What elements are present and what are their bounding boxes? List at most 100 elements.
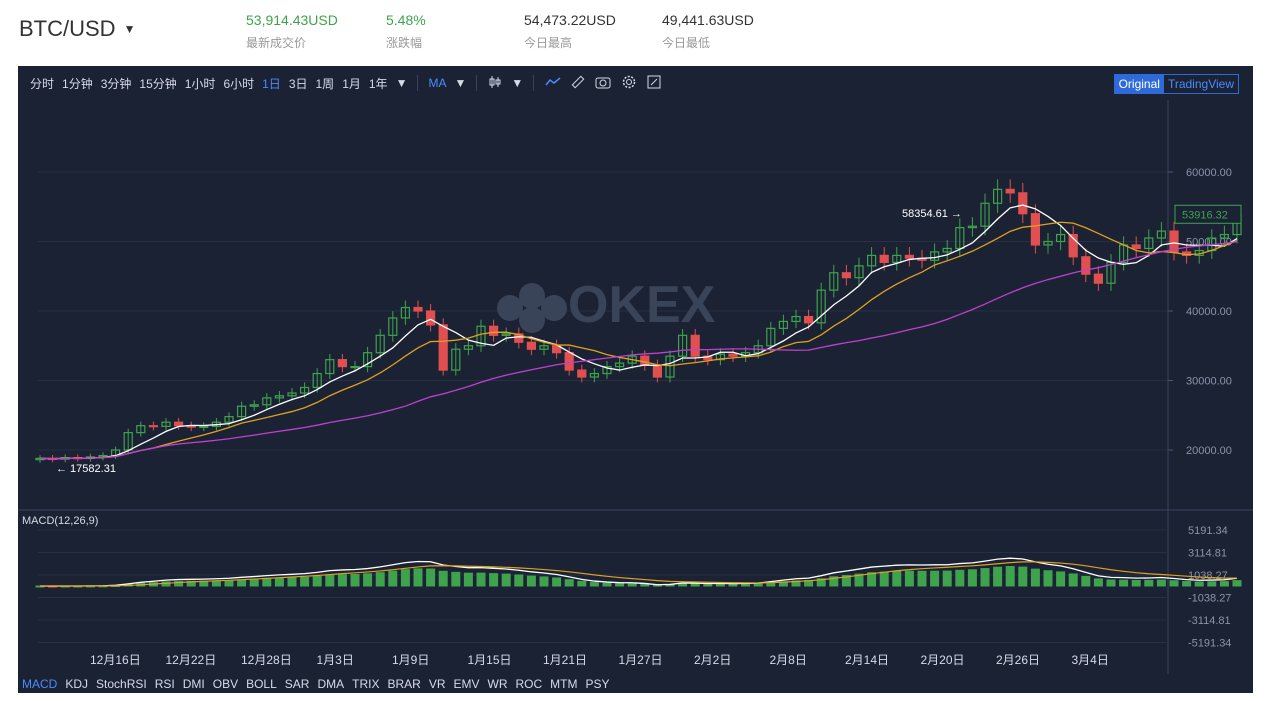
- indicator-kdj[interactable]: KDJ: [65, 676, 89, 691]
- view-original-button[interactable]: Original: [1114, 75, 1164, 93]
- macd-bar: [741, 583, 751, 587]
- candle-body: [791, 315, 801, 323]
- indicator-mtm[interactable]: MTM: [550, 676, 578, 691]
- candle-body: [451, 348, 461, 371]
- interval-5[interactable]: 6小时: [223, 76, 255, 91]
- camera-icon[interactable]: [595, 75, 611, 92]
- candle-body: [438, 324, 448, 371]
- interval-10[interactable]: 1年: [368, 76, 388, 91]
- settings-gear-icon[interactable]: [621, 74, 637, 93]
- change-stat: 5.48% 涨跌幅: [386, 12, 426, 51]
- macd-bar: [589, 582, 599, 587]
- pair-selector[interactable]: BTC/USD ▼: [19, 16, 135, 42]
- indicator-brar[interactable]: BRAR: [387, 676, 421, 691]
- indicator-macd[interactable]: MACD: [22, 676, 58, 691]
- indicator-emv[interactable]: EMV: [453, 676, 480, 691]
- interval-group: 分时 1分钟 3分钟 15分钟 1小时 6小时 1日 3日 1周 1月 1年: [26, 75, 392, 92]
- date-label-4: 1月9日: [392, 653, 429, 667]
- macd-bar: [413, 568, 423, 587]
- interval-3[interactable]: 15分钟: [139, 76, 177, 91]
- ma-indicator-button[interactable]: MA: [428, 76, 447, 90]
- interval-4[interactable]: 1小时: [184, 76, 216, 91]
- interval-0[interactable]: 分时: [30, 76, 55, 91]
- macd-bar: [942, 570, 952, 587]
- toolbar-divider: [533, 75, 535, 91]
- macd-bar: [174, 580, 184, 587]
- candle-body: [375, 334, 385, 354]
- price-chart[interactable]: 60000.0050000.0040000.0030000.0020000.00…: [18, 100, 1253, 674]
- fullscreen-icon[interactable]: [647, 75, 661, 92]
- line-tool-icon[interactable]: [545, 75, 561, 92]
- interval-2[interactable]: 3分钟: [100, 76, 132, 91]
- market-header: BTC/USD ▼ 53,914.43USD 最新成交价 5.48% 涨跌幅 5…: [0, 0, 1267, 62]
- interval-9[interactable]: 1月: [342, 76, 361, 91]
- candle-type-caret-icon[interactable]: ▼: [511, 76, 524, 90]
- macd-bar: [904, 570, 914, 587]
- candle-body: [677, 334, 688, 357]
- indicator-rsi[interactable]: RSI: [154, 676, 175, 691]
- candle-body: [426, 310, 436, 326]
- candle-body: [400, 306, 410, 319]
- macd-bar: [967, 569, 977, 587]
- candle-body: [715, 353, 726, 361]
- view-tradingview-button[interactable]: TradingView: [1167, 77, 1234, 91]
- indicator-dmi[interactable]: DMI: [182, 676, 205, 691]
- chart-toolbar: 分时 1分钟 3分钟 15分钟 1小时 6小时 1日 3日 1周 1月 1年 ▼ MA ▼ ▼ Or…: [18, 66, 1253, 100]
- candle-body: [1219, 233, 1230, 239]
- candle-body: [551, 345, 562, 354]
- indicator-obv[interactable]: OBV: [212, 676, 239, 691]
- change-label: 涨跌幅: [386, 36, 423, 50]
- interval-8[interactable]: 1周: [315, 76, 335, 91]
- candle-body: [577, 369, 587, 378]
- indicator-vr[interactable]: VR: [428, 676, 446, 691]
- candle-body: [980, 202, 990, 227]
- ma-caret-icon[interactable]: ▼: [454, 76, 467, 90]
- candle-type-icon[interactable]: [488, 75, 502, 92]
- change-value: 5.48%: [386, 12, 426, 28]
- indicator-stochrsi[interactable]: StochRSI: [96, 676, 147, 691]
- watermark-logo-icon: [497, 295, 523, 321]
- indicator-sar[interactable]: SAR: [284, 676, 310, 691]
- interval-6[interactable]: 1日: [262, 76, 281, 91]
- indicator-bar: MACD KDJ StochRSI RSI DMI OBV BOLL SAR DMA TRIX BR…: [18, 674, 1253, 693]
- indicator-trix[interactable]: TRIX: [352, 676, 380, 691]
- macd-bar: [1030, 568, 1040, 587]
- candle-body: [363, 352, 373, 368]
- macd-bar: [1081, 575, 1091, 587]
- macd-title: MACD(12,26,9): [22, 515, 98, 527]
- price-axis-label-0: 60000.00: [1186, 167, 1232, 179]
- candle-body: [350, 366, 360, 369]
- macd-axis-label-4: -3114.81: [1188, 615, 1231, 627]
- indicator-wr[interactable]: WR: [487, 676, 508, 691]
- indicator-psy[interactable]: PSY: [585, 676, 610, 691]
- price-axis-label-3: 30000.00: [1186, 376, 1232, 388]
- high-stat: 54,473.22USD 今日最高: [524, 12, 616, 51]
- candle-body: [728, 353, 738, 357]
- watermark-logo-icon: [519, 283, 545, 309]
- candle-body: [1030, 213, 1041, 246]
- indicator-roc[interactable]: ROC: [515, 676, 543, 691]
- indicator-boll[interactable]: BOLL: [246, 676, 277, 691]
- interval-7[interactable]: 3日: [288, 76, 308, 91]
- macd-bar: [400, 569, 410, 587]
- candle-body: [614, 362, 625, 368]
- candle-body: [1055, 233, 1066, 243]
- ma10-line: [39, 221, 1238, 460]
- high-value: 54,473.22USD: [524, 12, 616, 28]
- price-label-box: [1174, 204, 1242, 224]
- date-label-6: 1月21日: [543, 653, 587, 667]
- macd-bar: [363, 573, 373, 587]
- candle-body: [300, 386, 310, 394]
- macd-bar: [1219, 581, 1229, 587]
- interval-1[interactable]: 1分钟: [62, 76, 93, 91]
- interval-more-caret-icon[interactable]: ▼: [395, 76, 408, 90]
- indicator-dma[interactable]: DMA: [317, 676, 345, 691]
- macd-dea-line: [39, 561, 1238, 587]
- macd-bar: [350, 573, 360, 587]
- macd-bar: [388, 570, 398, 587]
- candle-body: [174, 421, 184, 427]
- ma30-line: [39, 241, 1238, 460]
- ruler-icon[interactable]: [571, 75, 585, 92]
- macd-bar: [249, 578, 259, 587]
- macd-bar: [1169, 580, 1179, 587]
